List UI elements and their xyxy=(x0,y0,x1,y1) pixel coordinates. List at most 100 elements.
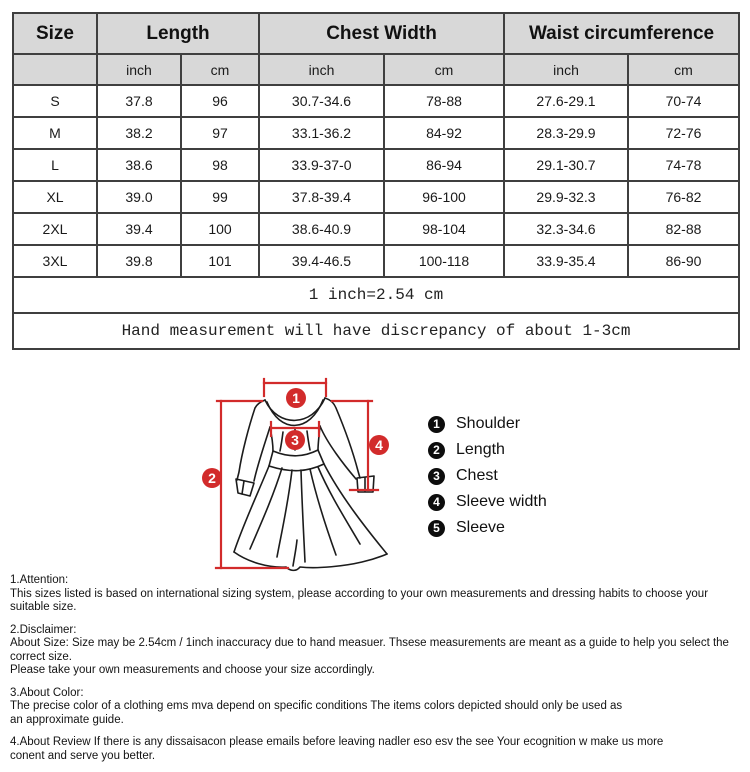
table-cell: XL xyxy=(12,180,98,214)
table-cell: 100-118 xyxy=(383,244,506,278)
note-body: The precise color of a clothing ems mva … xyxy=(10,700,623,712)
table-cell: 70-74 xyxy=(627,84,741,118)
header-waist-circumference: Waist circumference xyxy=(503,12,741,55)
subheader-inch: inch xyxy=(96,53,182,86)
table-cell: 101 xyxy=(179,244,261,278)
table-cell: 30.7-34.6 xyxy=(258,84,386,118)
subheader-cm: cm xyxy=(627,53,741,86)
size-chart-table: Size Length Chest Width Waist circumfere… xyxy=(11,12,741,350)
marker-4-number: 4 xyxy=(375,437,383,453)
table-cell: 86-90 xyxy=(627,244,741,278)
header-size: Size xyxy=(12,12,98,55)
circled-number-icon: 4 xyxy=(428,493,445,511)
note-body: Please take your own measurements and ch… xyxy=(10,664,375,676)
table-cell: 100 xyxy=(179,212,261,246)
marker-3-number: 3 xyxy=(291,432,299,448)
marker-2-circle xyxy=(202,468,222,488)
table-cell: L xyxy=(12,148,98,182)
note-attention: 1.Attention: This sizes listed is based … xyxy=(10,574,747,615)
circled-number-icon: 5 xyxy=(428,519,445,537)
table-header-row: Size Length Chest Width Waist circumfere… xyxy=(12,12,741,55)
note-title: 2.Disclaimer: xyxy=(10,623,77,636)
table-cell: 27.6-29.1 xyxy=(503,84,630,118)
dress-outline xyxy=(233,397,388,572)
note-body: This sizes listed is based on internatio… xyxy=(10,587,709,614)
table-cell: 39.4-46.5 xyxy=(258,244,386,278)
table-cell: 97 xyxy=(179,116,261,150)
legend-label: Length xyxy=(456,441,505,458)
table-cell: 39.8 xyxy=(96,244,182,278)
table-subheader-row: inch cm inch cm inch cm xyxy=(12,53,741,86)
note-about-color: 3.About Color: The precise color of a cl… xyxy=(10,687,747,728)
table-cell: 98 xyxy=(179,148,261,182)
table-cell: 96-100 xyxy=(383,180,506,214)
circled-number-icon: 3 xyxy=(428,467,445,485)
note-disclaimer: 2.Disclaimer: About Size: Size may be 2.… xyxy=(10,624,747,678)
table-row-2xl: 2XL 39.4 100 38.6-40.9 98-104 32.3-34.6 … xyxy=(12,212,741,246)
measurement-legend: 1 Shoulder 2 Length 3 Chest 4 Sleeve wid… xyxy=(428,411,547,541)
table-cell: 28.3-29.9 xyxy=(503,116,630,150)
legend-item-chest: 3 Chest xyxy=(428,463,547,489)
table-cell: 29.1-30.7 xyxy=(503,148,630,182)
legend-item-sleeve-width: 4 Sleeve width xyxy=(428,489,547,515)
table-cell: 38.2 xyxy=(96,116,182,150)
table-cell: 33.9-35.4 xyxy=(503,244,630,278)
circled-number-icon: 2 xyxy=(428,441,445,459)
note-body: an approximate guide. xyxy=(10,713,124,726)
circled-number-icon: 1 xyxy=(428,415,445,433)
legend-label: Sleeve width xyxy=(456,493,547,510)
table-cell: 98-104 xyxy=(383,212,506,246)
header-length: Length xyxy=(95,12,261,55)
subheader-empty xyxy=(12,53,98,86)
conversion-note: 1 inch=2.54 cm xyxy=(11,276,741,314)
table-cell: 37.8-39.4 xyxy=(258,180,386,214)
measurement-note: Hand measurement will have discrepancy o… xyxy=(11,312,741,350)
table-cell: 38.6-40.9 xyxy=(258,212,386,246)
table-cell: 78-88 xyxy=(383,84,506,118)
table-cell: 32.3-34.6 xyxy=(503,212,630,246)
marker-1-number: 1 xyxy=(292,390,300,406)
table-row-m: M 38.2 97 33.1-36.2 84-92 28.3-29.9 72-7… xyxy=(12,116,741,150)
table-cell: 39.4 xyxy=(96,212,182,246)
dress-measurement-diagram: 1 2 3 4 xyxy=(202,377,389,572)
marker-4-circle xyxy=(369,435,389,455)
table-note-conversion-row: 1 inch=2.54 cm xyxy=(11,276,741,314)
legend-item-sleeve: 5 Sleeve xyxy=(428,515,547,541)
table-cell: 86-94 xyxy=(383,148,506,182)
marker-3-circle xyxy=(285,430,305,450)
marker-2-number: 2 xyxy=(208,470,216,486)
table-row-3xl: 3XL 39.8 101 39.4-46.5 100-118 33.9-35.4… xyxy=(12,244,741,278)
note-title: 1.Attention: xyxy=(10,574,69,586)
table-cell: 33.9-37-0 xyxy=(258,148,386,182)
table-cell: 99 xyxy=(179,180,261,214)
table-note-measurement-row: Hand measurement will have discrepancy o… xyxy=(11,312,741,350)
legend-item-length: 2 Length xyxy=(428,437,547,463)
table-cell: 72-76 xyxy=(627,116,741,150)
table-cell: S xyxy=(12,84,98,118)
table-cell: 37.8 xyxy=(96,84,182,118)
legend-label: Chest xyxy=(456,467,498,484)
measurement-markers: 1 2 3 4 xyxy=(202,388,389,488)
table-cell: 3XL xyxy=(12,244,98,278)
legend-item-shoulder: 1 Shoulder xyxy=(428,411,547,437)
table-cell: 29.9-32.3 xyxy=(503,180,630,214)
table-cell: 82-88 xyxy=(627,212,741,246)
table-row-s: S 37.8 96 30.7-34.6 78-88 27.6-29.1 70-7… xyxy=(12,84,741,118)
table-row-xl: XL 39.0 99 37.8-39.4 96-100 29.9-32.3 76… xyxy=(12,180,741,214)
table-cell: 39.0 xyxy=(96,180,182,214)
subheader-cm: cm xyxy=(383,53,506,86)
measurement-lines xyxy=(214,377,380,570)
marker-1-circle xyxy=(286,388,306,408)
table-cell: 84-92 xyxy=(383,116,506,150)
note-body: About Size: Size may be 2.54cm / 1inch i… xyxy=(10,637,729,663)
table-cell: M xyxy=(12,116,98,150)
table-cell: 96 xyxy=(179,84,261,118)
table-cell: 76-82 xyxy=(627,180,741,214)
subheader-inch: inch xyxy=(503,53,630,86)
legend-label: Sleeve xyxy=(456,519,505,536)
subheader-cm: cm xyxy=(179,53,261,86)
subheader-inch: inch xyxy=(258,53,386,86)
table-cell: 38.6 xyxy=(96,148,182,182)
legend-label: Shoulder xyxy=(456,415,521,432)
note-body: conent and serve you better. xyxy=(10,749,156,762)
